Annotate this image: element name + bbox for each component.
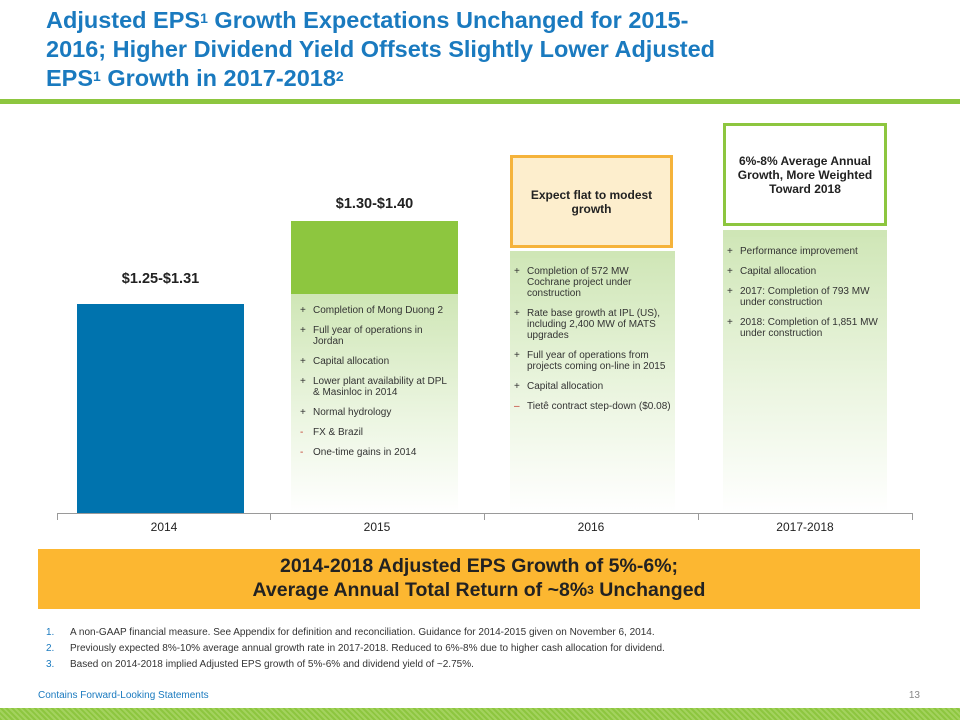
- x-axis-tick: [270, 513, 271, 520]
- callout-2016: Expect flat to modest growth: [510, 155, 673, 248]
- plus-marker: +: [727, 317, 733, 328]
- page-number: 13: [908, 690, 920, 701]
- footnote: 2. Previously expected 8%-10% average ann…: [46, 643, 665, 654]
- driver-item: - FX & Brazil: [300, 427, 455, 438]
- driver-text: Full year of operations in Jordan: [313, 325, 423, 347]
- driver-item: - One-time gains in 2014: [300, 447, 455, 458]
- plus-marker: +: [727, 286, 733, 297]
- x-tick-label-2017-2018: 2017-2018: [776, 520, 834, 534]
- driver-text: Performance improvement: [740, 246, 858, 257]
- driver-item: + Completion of Mong Duong 2: [300, 305, 455, 316]
- minus-marker: -: [300, 447, 304, 458]
- driver-item: – Tietê contract step-down ($0.08): [514, 401, 674, 412]
- x-axis-line: [57, 513, 913, 514]
- driver-item: + Rate base growth at IPL (US), including…: [514, 308, 674, 341]
- driver-text: Rate base growth at IPL (US), including …: [527, 308, 661, 341]
- driver-item: +2018: Completion of 1,851 MW under cons…: [727, 317, 887, 339]
- plus-marker: +: [727, 246, 733, 257]
- x-axis-tick: [57, 513, 58, 520]
- callout-2017-2018: 6%-8% Average Annual Growth, More Weight…: [723, 123, 887, 226]
- driver-item: + Capital allocation: [514, 381, 674, 392]
- x-tick-label-2016: 2016: [577, 520, 605, 534]
- driver-text: Normal hydrology: [313, 407, 392, 418]
- driver-text: Tietê contract step-down ($0.08): [527, 401, 671, 412]
- driver-text: Completion of 572 MW Cochrane project un…: [527, 266, 632, 299]
- driver-item: + Capital allocation: [727, 266, 887, 277]
- driver-text: 2017: Completion of 793 MW under constru…: [740, 286, 870, 308]
- driver-text: One-time gains in 2014: [313, 447, 417, 458]
- x-tick-label-2015: 2015: [363, 520, 391, 534]
- plus-marker: +: [514, 266, 520, 277]
- driver-text: Capital allocation: [740, 266, 817, 277]
- plus-marker: +: [300, 407, 306, 418]
- forward-looking-label: Contains Forward-Looking Statements: [38, 690, 209, 701]
- summary-banner: 2014-2018 Adjusted EPS Growth of 5%-6%; …: [38, 549, 920, 609]
- plus-marker: +: [300, 376, 306, 387]
- bar-2016-drivers-bg: [510, 251, 675, 513]
- driver-text: FX & Brazil: [313, 427, 364, 438]
- driver-text: Lower plant availability at DPL & Masinl…: [313, 376, 447, 398]
- driver-item: + Performance improvement: [727, 246, 887, 257]
- bar-2014: [77, 304, 244, 513]
- bar-2015-drivers-bg: [291, 294, 458, 513]
- footnote: 1. A non-GAAP financial measure. See Appe…: [46, 627, 655, 638]
- x-axis-tick: [484, 513, 485, 520]
- plus-marker: +: [727, 266, 733, 277]
- driver-text: 2018: Completion of 1,851 MW under const…: [740, 317, 878, 339]
- value-label-2014: $1.25-$1.31: [121, 271, 200, 287]
- bar-2015-increment: [291, 221, 458, 294]
- value-label-2015: $1.30-$1.40: [335, 196, 414, 212]
- minus-marker: -: [300, 427, 304, 438]
- driver-item: + Completion of 572 MW Cochrane project u…: [514, 266, 674, 299]
- bottom-divider: [0, 708, 960, 720]
- driver-item: +2017: Completion of 793 MW under constr…: [727, 286, 887, 308]
- plus-marker: +: [300, 305, 306, 316]
- x-tick-label-2014: 2014: [150, 520, 178, 534]
- driver-text: Capital allocation: [313, 356, 390, 367]
- plus-marker: +: [514, 381, 520, 392]
- plus-marker: +: [514, 308, 520, 319]
- driver-item: + Full year of operations in Jordan: [300, 325, 455, 347]
- driver-item: + Normal hydrology: [300, 407, 455, 418]
- driver-text: Completion of Mong Duong 2: [313, 305, 444, 316]
- drivers-2016: + Completion of 572 MW Cochrane project u…: [514, 266, 674, 421]
- driver-item: + Lower plant availability at DPL & Masin…: [300, 376, 455, 398]
- title-divider: [0, 99, 960, 104]
- slide-title: Adjusted EPS1 Growth Expectations Unchan…: [46, 7, 716, 91]
- driver-text: Capital allocation: [527, 381, 604, 392]
- drivers-2017-2018: + Performance improvement + Capital allocat…: [727, 246, 887, 348]
- driver-text: Full year of operations from projects co…: [527, 350, 666, 372]
- bar-2017-2018-drivers-bg: [723, 230, 887, 513]
- driver-item: + Full year of operations from projects c…: [514, 350, 674, 372]
- x-axis-tick: [912, 513, 913, 520]
- plus-marker: +: [300, 325, 306, 336]
- drivers-2015: + Completion of Mong Duong 2 + Full year of…: [300, 305, 455, 467]
- x-axis-tick: [698, 513, 699, 520]
- footnotes: 1. A non-GAAP financial measure. See Appe…: [46, 625, 926, 673]
- minus-marker: –: [514, 401, 520, 412]
- driver-item: + Capital allocation: [300, 356, 455, 367]
- plus-marker: +: [300, 356, 306, 367]
- plus-marker: +: [514, 350, 520, 361]
- footnote: 3. Based on 2014-2018 implied Adjusted EP…: [46, 659, 474, 670]
